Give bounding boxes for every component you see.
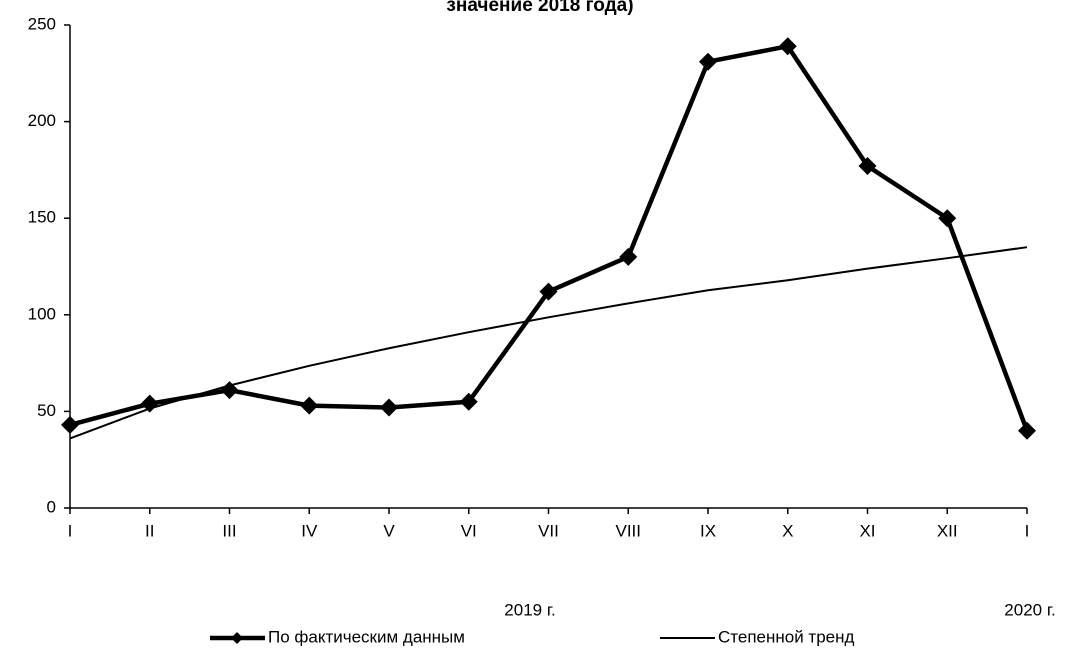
y-tick-label: 50 [37,401,56,420]
data-point [459,392,478,411]
x-tick-label: XII [937,521,958,540]
y-tick-label: 100 [28,304,56,323]
data-point [220,381,239,400]
series-line [69,44,1030,432]
legend-marker [231,632,243,644]
data-point [778,37,797,56]
data-point [699,52,717,71]
data-point [619,247,638,266]
data-point [938,209,957,228]
x-tick-label: V [383,521,395,540]
x-tick-label: II [145,521,154,540]
legend-label: По фактическим данным [268,627,465,646]
y-tick-label: 250 [28,14,56,33]
y-tick-label: 200 [28,111,56,130]
x-tick-label: VI [461,521,477,540]
x-tick-label: VII [538,521,559,540]
x-tick-label: VIII [615,521,641,540]
x-tick-label: IV [301,521,318,540]
x-tick-label: I [1025,521,1030,540]
x-tick-label: XI [859,521,875,540]
y-tick-label: 150 [28,208,56,227]
x-tick-label: I [68,521,73,540]
data-point [539,282,558,301]
annotation: 2020 г. [1004,600,1055,619]
x-tick-label: III [222,521,236,540]
data-point [61,415,79,434]
annotation: 2019 г. [504,600,555,619]
chart-title: значение 2018 года) [446,0,633,16]
data-point [380,398,398,417]
series-line [69,246,1028,440]
data-point [1018,421,1036,440]
legend-label: Степенной тренд [718,627,855,646]
x-tick-label: X [782,521,793,540]
data-point [858,157,877,176]
data-point [300,396,319,415]
x-tick-label: IX [700,521,716,540]
y-tick-label: 0 [47,497,56,516]
